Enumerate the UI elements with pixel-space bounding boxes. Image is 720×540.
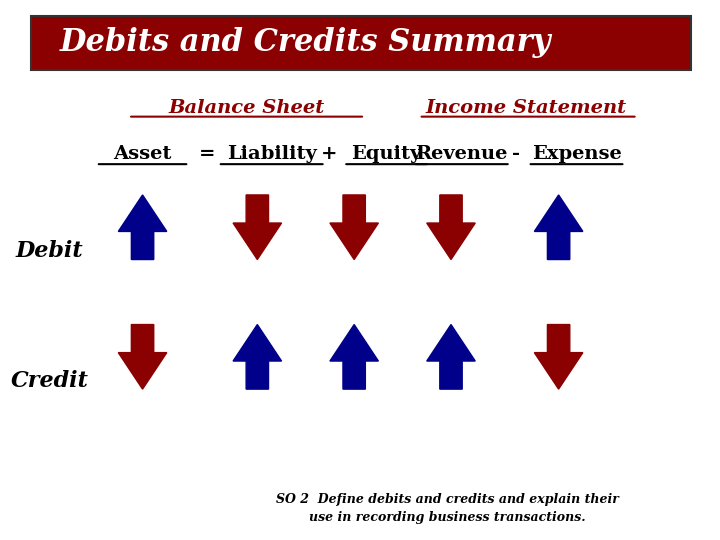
- FancyArrow shape: [233, 195, 282, 260]
- FancyArrow shape: [427, 195, 475, 260]
- FancyBboxPatch shape: [32, 16, 691, 70]
- Text: Debit: Debit: [16, 240, 83, 262]
- FancyArrow shape: [427, 325, 475, 389]
- Text: Expense: Expense: [531, 145, 621, 163]
- Text: -: -: [512, 145, 520, 163]
- Text: =: =: [199, 145, 215, 163]
- Text: Asset: Asset: [113, 145, 172, 163]
- FancyArrow shape: [118, 325, 167, 389]
- FancyArrow shape: [233, 325, 282, 389]
- Text: Revenue: Revenue: [415, 145, 508, 163]
- FancyArrow shape: [118, 195, 167, 260]
- Text: Credit: Credit: [10, 370, 89, 392]
- Text: Equity: Equity: [351, 145, 422, 163]
- Text: SO 2  Define debits and credits and explain their: SO 2 Define debits and credits and expla…: [276, 493, 619, 506]
- Text: +: +: [321, 145, 337, 163]
- Text: Income Statement: Income Statement: [426, 99, 627, 117]
- Text: use in recording business transactions.: use in recording business transactions.: [309, 511, 586, 524]
- FancyArrow shape: [534, 325, 583, 389]
- FancyArrow shape: [330, 195, 379, 260]
- FancyArrow shape: [330, 325, 379, 389]
- Text: Debits and Credits Summary: Debits and Credits Summary: [60, 27, 552, 58]
- Text: Balance Sheet: Balance Sheet: [168, 99, 325, 117]
- FancyArrow shape: [534, 195, 583, 260]
- Text: Liability: Liability: [227, 145, 317, 163]
